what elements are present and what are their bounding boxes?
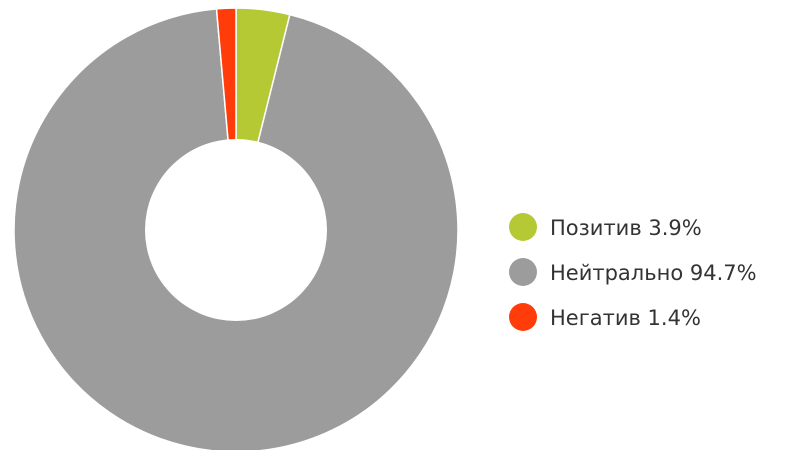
chart-legend: Позитив 3.9% Нейтрально 94.7% Негатив 1.4% — [509, 213, 757, 331]
legend-marker — [509, 303, 537, 331]
pie-slice-2[interactable] — [13, 8, 459, 450]
donut-hole — [145, 139, 327, 321]
legend-item-3[interactable]: Негатив 1.4% — [509, 303, 701, 331]
legend-item-2[interactable]: Нейтрально 94.7% — [509, 258, 757, 286]
legend-label: Позитив 3.9% — [550, 216, 702, 240]
legend-marker — [509, 213, 537, 241]
legend-marker — [509, 258, 537, 286]
legend-item-1[interactable]: Позитив 3.9% — [509, 213, 702, 241]
legend-label: Нейтрально 94.7% — [550, 261, 757, 285]
legend-label: Негатив 1.4% — [550, 306, 701, 330]
